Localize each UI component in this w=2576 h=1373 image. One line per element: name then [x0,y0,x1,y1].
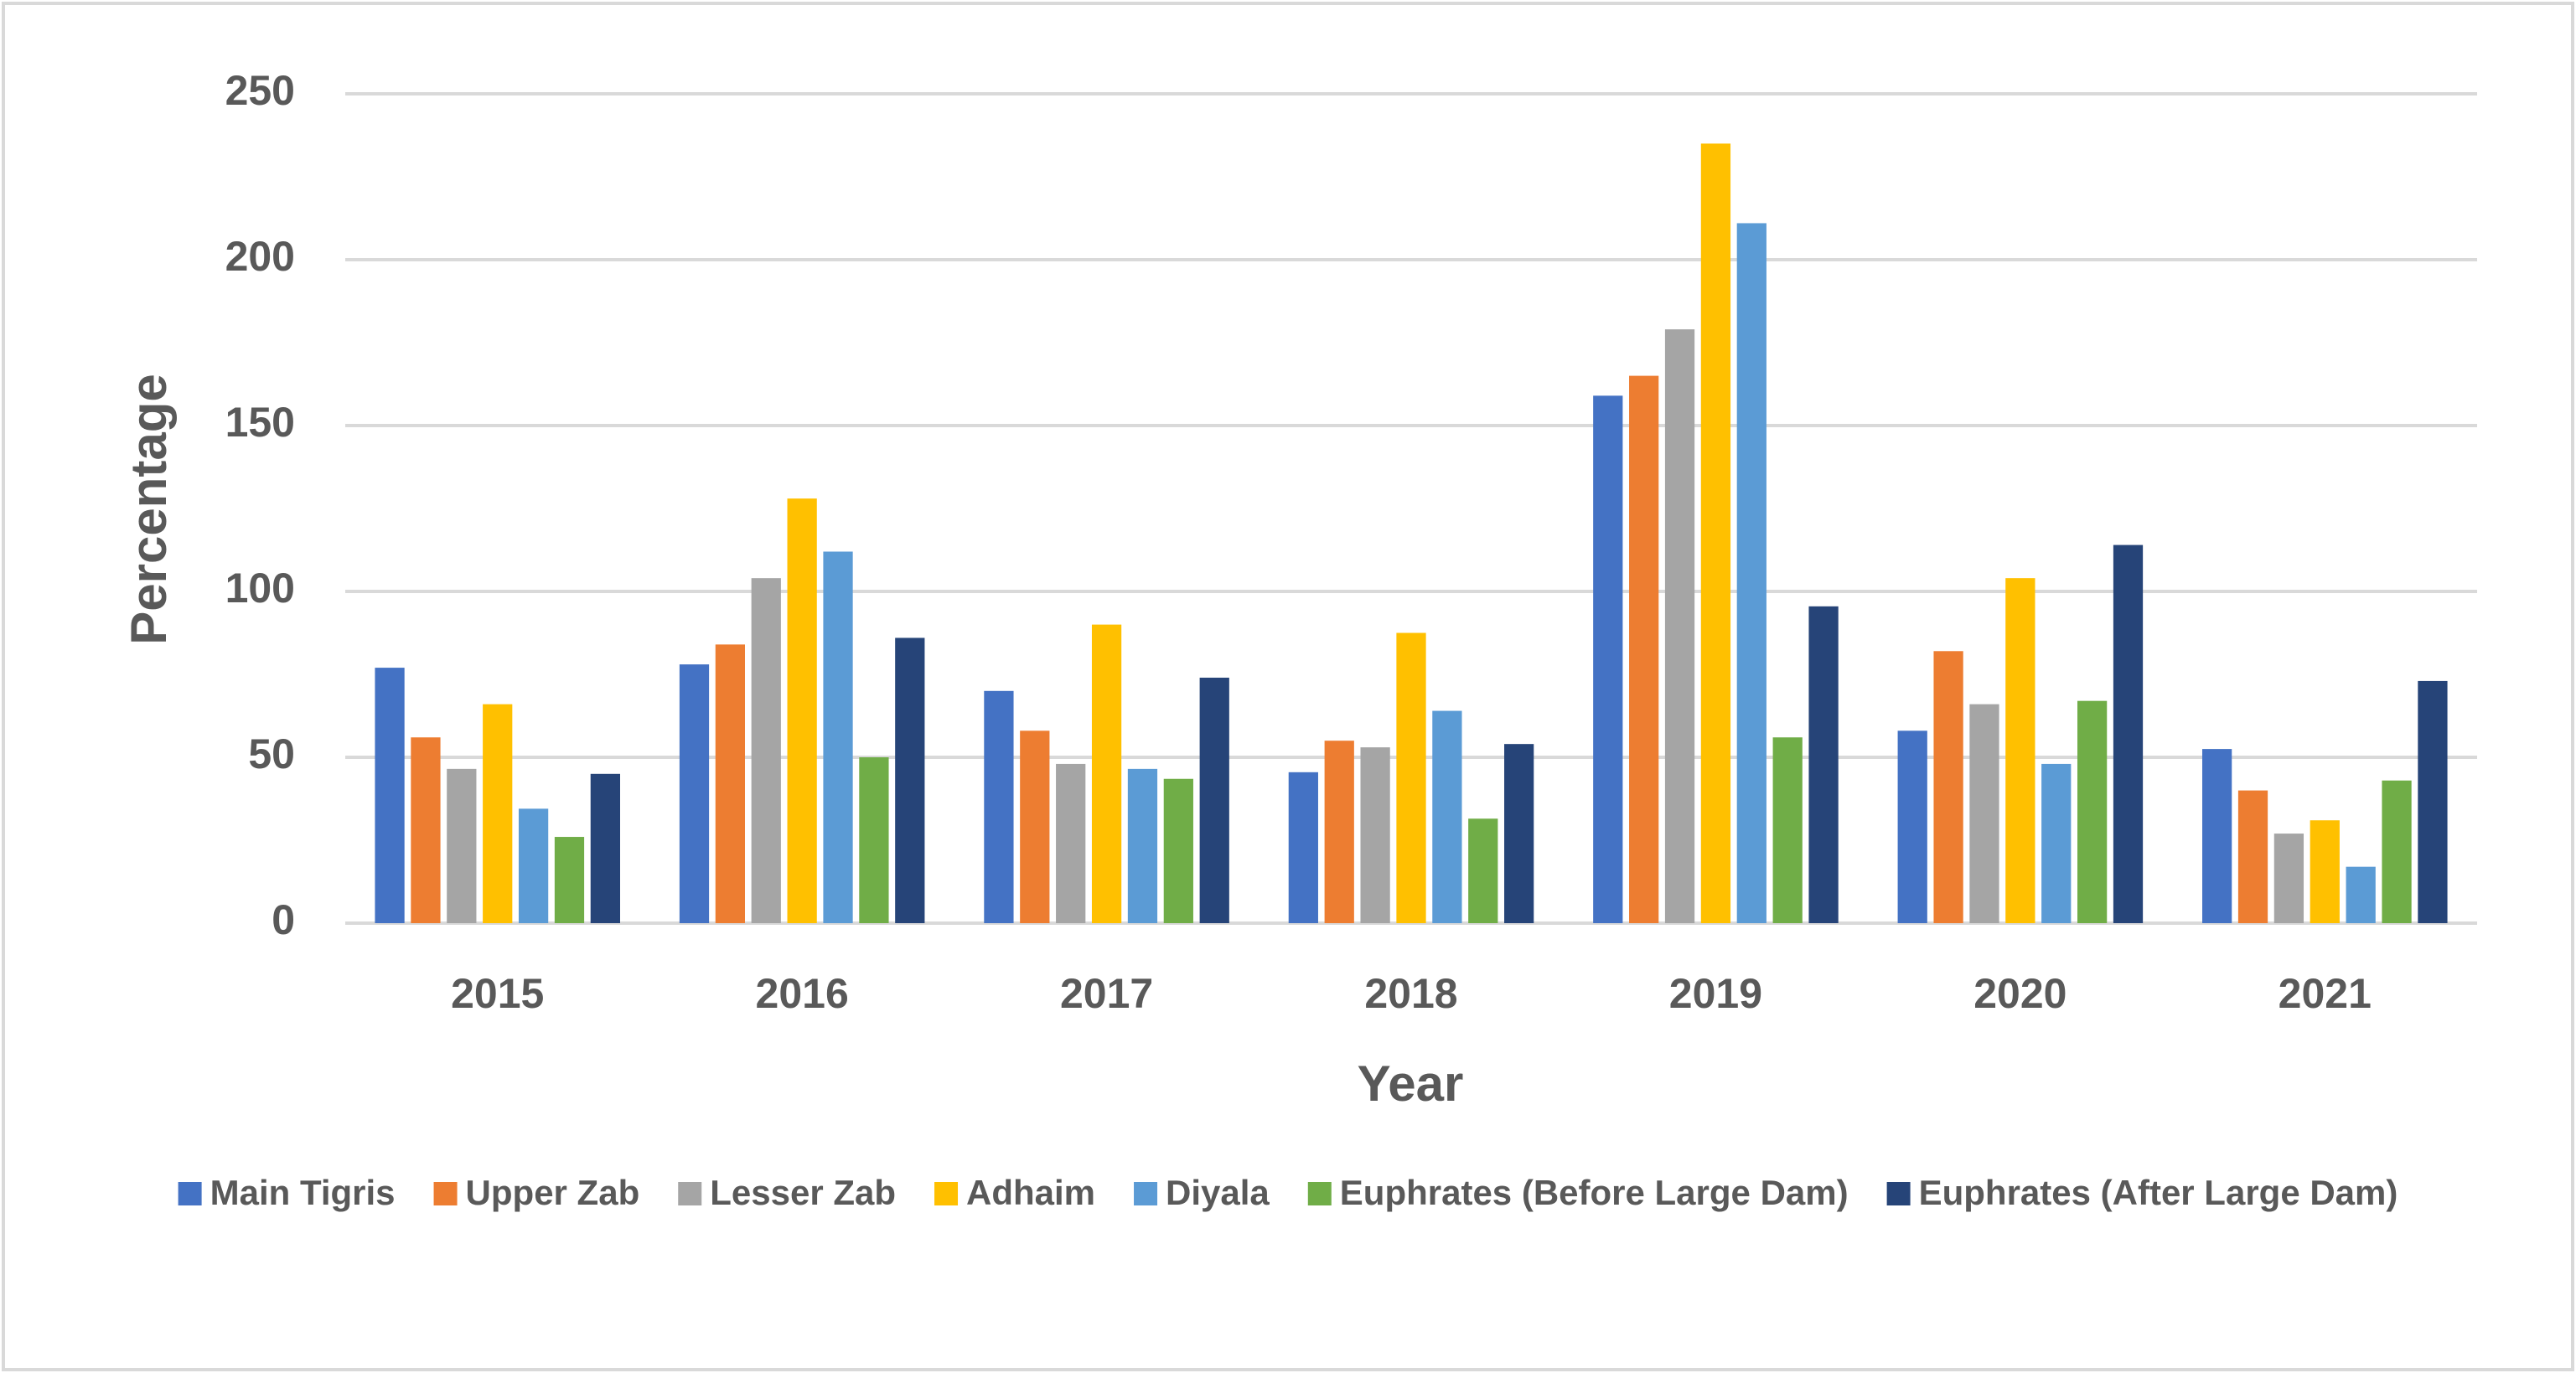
bar [715,644,745,923]
x-tick-label: 2015 [451,970,544,1017]
bar [1969,704,1999,923]
bar [375,668,405,923]
bar [590,773,620,923]
bar [2346,866,2376,923]
bar [859,757,889,923]
bar [1396,632,1426,923]
legend-swatch [1307,1182,1332,1205]
bar [1432,710,1462,923]
bar [1504,744,1534,923]
bar [1933,651,1963,923]
bar [1360,747,1390,923]
bar [1700,143,1731,923]
bar [2273,834,2304,923]
x-tick-label: 2017 [1060,970,1153,1017]
bar [447,768,477,923]
legend-swatch [1886,1182,1911,1205]
bar [554,837,585,923]
bar [1127,768,1158,923]
x-tick-label: 2021 [2279,970,2372,1017]
bar [823,551,853,923]
bar [2077,700,2108,923]
y-tick-label: 150 [225,399,295,446]
legend-label: Lesser Zab [710,1173,896,1212]
legend-label: Euphrates (After Large Dam) [1919,1173,2398,1212]
bar [1772,737,1803,923]
bar [1808,606,1839,923]
y-tick-label: 50 [248,730,295,777]
bar [1324,741,1354,923]
bar [1199,677,1229,923]
y-tick-label: 0 [272,896,295,943]
bar [679,664,710,923]
bar [2382,780,2412,923]
bar [2418,680,2448,923]
legend-swatch [1134,1182,1158,1205]
legend-label: Diyala [1166,1173,1270,1212]
bar [518,808,549,923]
x-tick-label: 2020 [1973,970,2066,1017]
bar [1056,763,1086,923]
legend-swatch [433,1182,458,1205]
bar [751,578,781,923]
bar [1736,223,1766,923]
bar [895,637,925,923]
x-tick-label: 2018 [1364,970,1457,1017]
bar [2113,545,2144,923]
legend-label: Upper Zab [466,1173,640,1212]
bar [2202,749,2232,923]
y-axis-title: Percentage [121,374,177,645]
x-tick-label: 2016 [756,970,849,1017]
legend-label: Euphrates (Before Large Dam) [1340,1173,1849,1212]
y-tick-label: 100 [225,565,295,612]
bar [1629,375,1659,924]
bar [483,704,513,923]
x-tick-label: 2019 [1669,970,1762,1017]
bar [1897,730,1927,923]
bar [1664,329,1695,923]
bar [2041,763,2072,923]
bar [984,690,1014,923]
legend-swatch [934,1182,959,1205]
bar [2005,578,2035,923]
legend-swatch [678,1182,702,1205]
bar [1288,772,1318,923]
bar [2237,790,2268,923]
legend-label: Adhaim [966,1173,1095,1212]
bar [1468,818,1498,923]
bar [2310,820,2340,923]
y-tick-label: 200 [225,233,295,280]
bar [1593,395,1623,923]
bar [411,737,441,923]
y-tick-label: 250 [225,67,295,114]
bar [1020,730,1050,923]
x-axis-title: Year [1358,1056,1464,1112]
bar [787,498,817,923]
legend-label: Main Tigris [210,1173,396,1212]
bar [1091,624,1122,923]
legend-swatch [178,1182,202,1205]
bar [1163,778,1193,923]
